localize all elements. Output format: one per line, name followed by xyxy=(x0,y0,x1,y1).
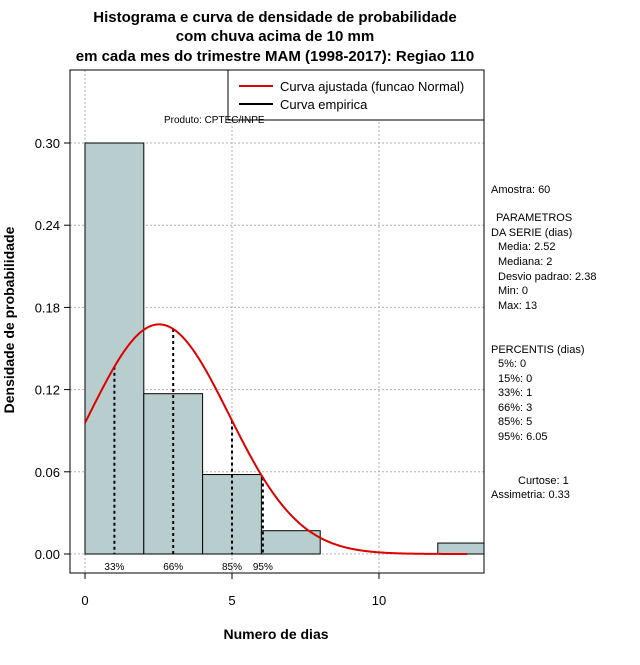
y-tick-label-0: 0.00 xyxy=(35,547,60,562)
x-tick-label-1: 5 xyxy=(228,593,235,608)
percentile-label-1: 66% xyxy=(163,562,183,573)
y-tick-label-1: 0.06 xyxy=(35,465,60,480)
legend-box xyxy=(227,69,485,121)
y-tick-label-2: 0.12 xyxy=(35,383,60,398)
histogram-bar-6 xyxy=(437,542,485,555)
axes: 0.00 0.06 0.12 0.18 0.24 0.30 0 5 10 xyxy=(35,136,387,608)
stat-media: Media: 2.52 xyxy=(498,241,555,253)
stat-p85: 85%: 5 xyxy=(498,416,532,428)
stat-assimetria: Assimetria: 0.33 xyxy=(491,489,570,501)
x-tick-label-2: 10 xyxy=(372,593,386,608)
stat-p5: 5%: 0 xyxy=(498,358,526,370)
stat-mediana: Mediana: 2 xyxy=(498,256,552,268)
percentile-label-2: 85% xyxy=(222,562,242,573)
y-tick-label-5: 0.30 xyxy=(35,136,60,151)
density-curve-group xyxy=(84,323,468,555)
stat-p95: 95%: 6.05 xyxy=(498,431,548,443)
stat-p15: 15%: 0 xyxy=(498,373,532,385)
stat-param-title-1: PARAMETROS xyxy=(496,212,572,224)
histogram-bars xyxy=(84,142,485,555)
chart-title-line-3: em cada mes do trimestre MAM (1998-2017)… xyxy=(76,48,475,65)
stat-desvio: Desvio padrao: 2.38 xyxy=(498,271,596,283)
x-tick-label-0: 0 xyxy=(81,593,88,608)
stat-p33: 33%: 1 xyxy=(498,387,532,399)
chart-title-line-2: com chuva acima de 10 mm xyxy=(176,28,374,45)
y-tick-label-4: 0.24 xyxy=(35,218,60,233)
stat-p66: 66%: 3 xyxy=(498,402,532,414)
legend: Curva ajustada (funcao Normal) Curva emp… xyxy=(227,69,485,121)
legend-label-empirical-curve: Curva empirica xyxy=(280,97,368,112)
legend-label-fitted-curve: Curva ajustada (funcao Normal) xyxy=(280,79,464,94)
stat-max: Max: 13 xyxy=(498,300,537,312)
percentile-label-3: 95% xyxy=(253,562,273,573)
stat-param-title-2: DA SERIE (dias) xyxy=(491,227,572,239)
statistics-panel: Amostra: 60 PARAMETROS DA SERIE (dias) M… xyxy=(491,184,596,501)
percentile-lines: 33% 66% 85% 95% xyxy=(104,328,273,573)
fitted-normal-curve xyxy=(84,323,468,555)
produto-label: Produto: CPTEC/INPE xyxy=(164,115,265,126)
percentile-label-0: 33% xyxy=(104,562,124,573)
stat-amostra: Amostra: 60 xyxy=(491,184,550,196)
y-axis-title: Densidade de probabilidade xyxy=(1,226,17,413)
histogram-bar-3 xyxy=(260,530,321,555)
chart-title-line-1: Histograma e curva de densidade de proba… xyxy=(93,9,456,26)
stat-min: Min: 0 xyxy=(498,285,528,297)
y-tick-label-3: 0.18 xyxy=(35,300,60,315)
x-axis-title: Numero de dias xyxy=(223,626,328,642)
stat-percentis-title: PERCENTIS (dias) xyxy=(491,344,585,356)
histogram-bar-0 xyxy=(84,142,145,555)
stat-curtose: Curtose: 1 xyxy=(518,475,569,487)
